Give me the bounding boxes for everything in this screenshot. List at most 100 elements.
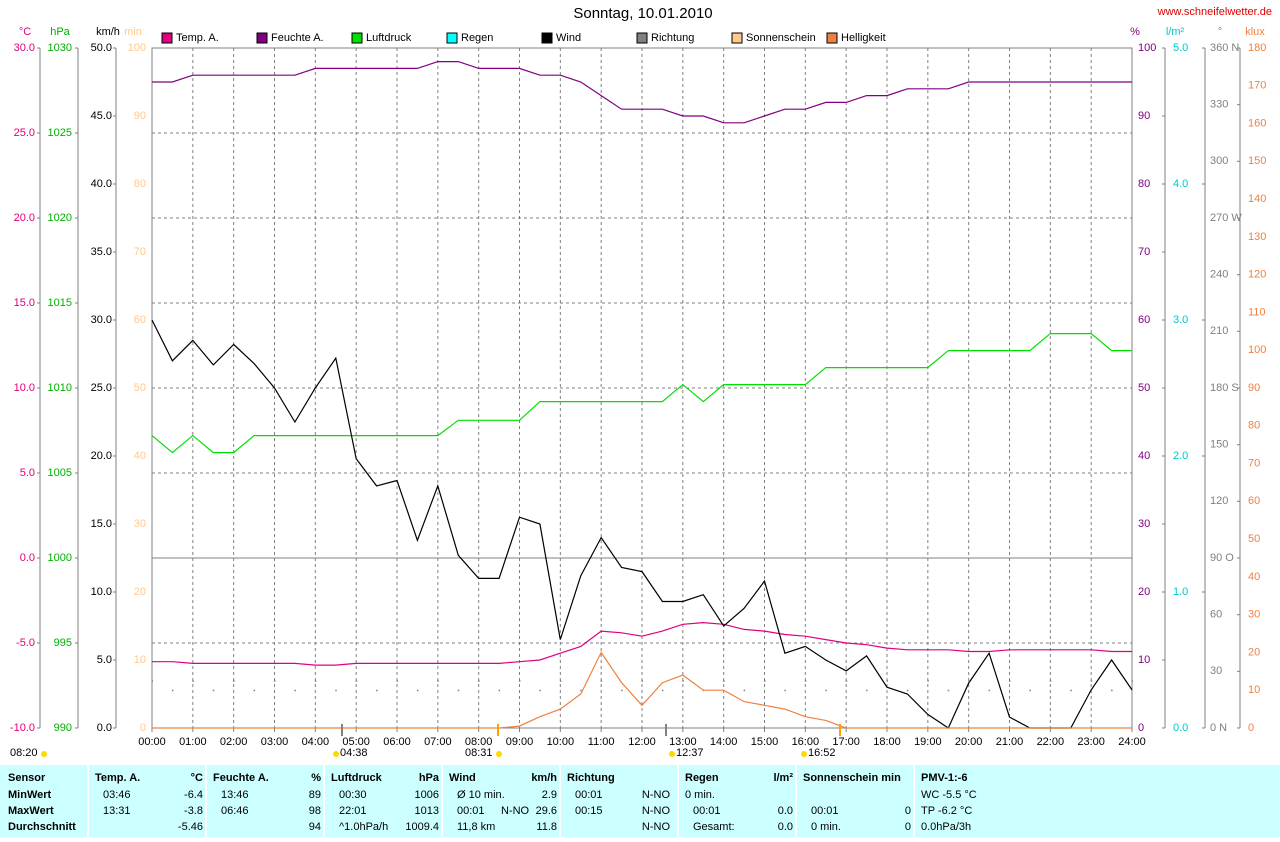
y-tick-label: 45.0 [91,110,112,122]
table-unit: % [311,772,321,784]
legend-swatch [826,32,838,44]
y-tick-label: 25.0 [14,127,35,139]
legend-swatch [636,32,648,44]
y-tick-label: 140 [1248,193,1266,205]
direction-dot [355,680,358,682]
table-cell: 11.8 [536,821,557,833]
table-cell: Durchschnitt [8,821,76,833]
x-tick-label: 00:00 [138,736,166,748]
y-tick-label: -5.0 [16,637,35,649]
table-cell: 13:46 [221,789,249,801]
table-cell: 00:01 [811,805,839,817]
direction-dot [437,680,439,682]
direction-dot [845,680,848,682]
direction-dot [539,689,541,692]
y-tick-label: 150 [1248,155,1266,167]
annotation: 08:20 [10,747,38,759]
direction-dot [1070,689,1072,692]
direction-dot [743,689,746,692]
y-tick-label: 160 [1248,117,1266,129]
direction-dot [192,680,194,682]
table-cell: 0 min. [811,821,841,833]
y-tick-label: 30 [1248,609,1260,621]
direction-dot [1009,680,1011,682]
y-tick-label: 80 [1138,178,1150,190]
y-tick-label: 40 [134,450,146,462]
legend-label: Sonnenschein [746,32,816,44]
y-tick-label: 1025 [48,127,72,139]
y-tick-label: 60 [134,314,146,326]
table-header: Sonnenschein min [803,772,901,784]
direction-dot [1029,689,1031,692]
y-tick-label: 70 [134,246,146,258]
table-header: Wind [449,772,476,784]
direction-dot [416,689,419,692]
y-tick-label: 5.0 [97,654,112,666]
y-tick-label: 10 [1248,684,1260,696]
x-tick-label: 12:00 [628,736,656,748]
legend-label: Richtung [651,32,694,44]
x-tick-label: 18:00 [873,736,901,748]
direction-dot [947,689,950,692]
direction-dot [1131,680,1133,682]
y-tick-label: 360 N [1210,42,1239,54]
table-cell: 0 [905,805,911,817]
y-tick-label: 10 [134,654,146,666]
table-cell: 1006 [415,789,439,801]
table-unit: hPa [419,772,440,784]
axis-unit: % [1130,26,1140,38]
y-tick-label: 60 [1210,609,1222,621]
y-tick-label: 15.0 [14,297,35,309]
y-tick-label: 70 [1138,246,1150,258]
table-cell: 22:01 [339,805,367,817]
y-tick-label: 3.0 [1173,314,1188,326]
direction-dot [294,689,296,692]
direction-dot [151,680,153,682]
direction-dot [906,689,909,692]
legend-swatch [446,32,458,44]
direction-dot [682,680,684,682]
y-tick-label: 0.0 [97,722,112,734]
table-cell: N-NO [501,805,530,817]
direction-dot [1049,680,1052,682]
direction-dot [376,689,378,692]
y-tick-label: 20 [1248,646,1260,658]
table-cell: MaxWert [8,805,54,817]
axis-unit: ° [1218,26,1222,38]
legend-label: Luftdruck [366,32,412,44]
table-cell: N-NO [642,821,671,833]
x-tick-label: 09:00 [506,736,534,748]
table-cell: 0.0 [778,821,793,833]
legend-swatch [161,32,173,44]
y-tick-label: 5.0 [1173,42,1188,54]
y-tick-label: 330 [1210,99,1228,111]
y-tick-label: 90 [1138,110,1150,122]
table-cell: N-NO [642,805,671,817]
series-line [151,333,1132,454]
direction-dot [968,680,970,682]
direction-dot [825,689,827,692]
y-tick-label: 120 [1210,495,1228,507]
y-tick-label: 1030 [48,42,72,54]
table-cell: -3.8 [184,805,203,817]
direction-dot [988,689,991,692]
axis-unit: min [124,26,142,38]
table-cell: 0 min. [685,789,715,801]
y-tick-label: 15.0 [91,518,112,530]
y-tick-label: 40 [1138,450,1150,462]
y-tick-label: 30 [1210,665,1222,677]
x-tick-label: 01:00 [179,736,207,748]
y-tick-label: 210 [1210,325,1228,337]
y-tick-label: 30.0 [91,314,112,326]
y-tick-label: 1020 [48,212,72,224]
table-cell: ^1.0hPa/h [339,821,388,833]
y-tick-label: 40 [1248,571,1260,583]
y-tick-label: 20 [1138,586,1150,598]
direction-dot [314,680,317,682]
table-cell: N-NO [642,789,671,801]
y-tick-label: 25.0 [91,382,112,394]
y-tick-label: 120 [1248,269,1266,281]
y-tick-label: 60 [1138,314,1150,326]
direction-dot [723,680,725,682]
